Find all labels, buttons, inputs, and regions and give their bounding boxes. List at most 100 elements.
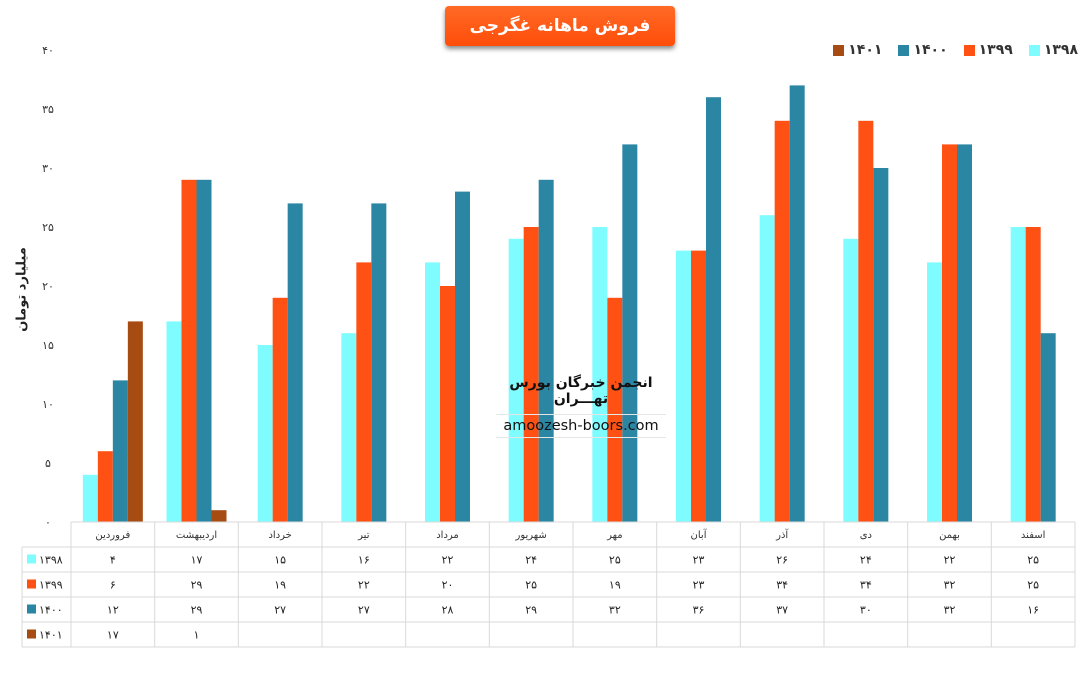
data-label: ۲۹ <box>191 579 203 592</box>
bar-۱۳۹۹-3 <box>356 262 372 522</box>
data-label: ۲۲ <box>358 579 370 592</box>
category-label: فروردین <box>95 530 130 541</box>
y-tick-label: ۱۵ <box>42 339 54 352</box>
bar-۱۳۹۹-6 <box>607 297 623 522</box>
bar-۱۴۰۰-4 <box>455 191 470 522</box>
category-label: دی <box>860 530 872 541</box>
data-label: ۱۷ <box>107 629 119 642</box>
data-label: ۲۴ <box>525 554 537 567</box>
bar-۱۳۹۸-6 <box>592 227 608 522</box>
bar-۱۳۹۸-1 <box>166 321 182 522</box>
legend-swatch-1400 <box>898 44 910 56</box>
legend-swatch-1399 <box>963 44 975 56</box>
data-label: ۲۷ <box>274 604 286 617</box>
data-label: ۲۵ <box>525 579 537 592</box>
data-label: ۱۶ <box>358 554 370 567</box>
data-label: ۱۲ <box>107 604 119 617</box>
data-label: ۱ <box>194 629 200 642</box>
table-row-label: ۱۴۰۰ <box>39 604 63 617</box>
bar-۱۳۹۹-10 <box>942 144 957 522</box>
y-tick-label: ۲۵ <box>42 221 54 234</box>
bar-۱۴۰۰-5 <box>538 179 554 523</box>
y-tick-label: ۱۰ <box>42 398 54 411</box>
bar-۱۳۹۸-4 <box>425 262 440 522</box>
bar-۱۳۹۸-11 <box>1010 227 1026 522</box>
bar-۱۳۹۹-2 <box>272 297 288 522</box>
category-label: مهر <box>606 530 622 541</box>
data-label: ۲۳ <box>693 554 705 567</box>
category-label: آذر <box>775 528 789 541</box>
data-label: ۲۰ <box>442 579 454 592</box>
table-swatch-۱۴۰۰ <box>27 604 36 614</box>
legend-item-1401: ۱۴۰۱ <box>833 42 882 58</box>
bar-۱۳۹۸-5 <box>508 238 524 523</box>
bar-۱۴۰۰-8 <box>789 85 805 523</box>
bar-۱۳۹۸-10 <box>927 262 942 522</box>
data-label: ۱۹ <box>274 579 286 592</box>
bar-۱۳۹۹-8 <box>774 120 790 523</box>
table-swatch-۱۳۹۸ <box>27 554 36 564</box>
bar-۱۳۹۹-7 <box>691 250 706 522</box>
category-label: شهریور <box>515 530 547 541</box>
bar-۱۳۹۹-4 <box>440 286 455 522</box>
bar-۱۳۹۸-2 <box>257 345 273 522</box>
y-tick-label: ۳۵ <box>42 103 54 116</box>
y-tick-label: ۰ <box>45 516 51 529</box>
bar-۱۴۰۰-10 <box>957 144 972 522</box>
table-row-label: ۱۴۰۱ <box>39 629 63 642</box>
data-label: ۴ <box>110 554 116 567</box>
data-label: ۳۴ <box>860 579 872 592</box>
data-label: ۱۷ <box>191 554 203 567</box>
chart-title-box: فروش ماهانه غگرجی <box>445 6 675 46</box>
watermark-title: انجمن خبرگان بورس تهـــران <box>509 375 653 407</box>
category-label: اسفند <box>1021 530 1045 541</box>
bar-۱۳۹۸-8 <box>759 215 775 522</box>
legend: ۱۳۹۸ ۱۳۹۹ ۱۴۰۰ ۱۴۰۱ <box>833 42 1078 58</box>
y-tick-label: ۲۰ <box>42 280 54 293</box>
data-label: ۱۵ <box>274 554 286 567</box>
y-tick-label: ۳۰ <box>42 162 54 175</box>
data-label: ۲۴ <box>860 554 872 567</box>
category-label: آبان <box>691 528 708 541</box>
data-label: ۶ <box>110 579 116 592</box>
legend-label-1401: ۱۴۰۱ <box>848 42 883 58</box>
table-swatch-۱۴۰۱ <box>27 629 36 639</box>
bar-۱۴۰۱-1 <box>211 510 227 522</box>
bar-۱۴۰۰-6 <box>622 144 638 522</box>
data-label: ۲۷ <box>358 604 370 617</box>
data-label: ۲۳ <box>693 579 705 592</box>
bar-۱۴۰۰-0 <box>112 380 128 522</box>
category-label: خرداد <box>268 530 291 541</box>
bar-۱۳۹۹-0 <box>97 451 113 522</box>
category-label: تیر <box>357 530 370 541</box>
legend-swatch-1401 <box>833 44 845 56</box>
data-label: ۳۲ <box>944 579 956 592</box>
data-label: ۳۷ <box>776 604 788 617</box>
bar-۱۳۹۹-11 <box>1025 227 1041 522</box>
data-label: ۲۲ <box>944 554 956 567</box>
bar-۱۴۰۰-7 <box>706 97 721 522</box>
table-swatch-۱۳۹۹ <box>27 579 36 589</box>
legend-label-1400: ۱۴۰۰ <box>913 42 948 58</box>
bar-۱۴۰۰-1 <box>196 179 212 523</box>
legend-swatch-1398 <box>1028 44 1040 56</box>
data-label: ۳۲ <box>609 604 621 617</box>
category-label: بهمن <box>939 530 960 541</box>
watermark: انجمن خبرگان بورس تهـــران amoozesh-boor… <box>496 375 666 438</box>
bar-۱۴۰۰-11 <box>1040 333 1056 522</box>
data-label: ۲۵ <box>609 554 621 567</box>
bar-۱۳۹۸-3 <box>341 333 357 522</box>
data-label: ۳۶ <box>693 604 705 617</box>
legend-item-1399: ۱۳۹۹ <box>963 42 1013 58</box>
bar-۱۳۹۸-7 <box>676 250 691 522</box>
data-label: ۳۲ <box>944 604 956 617</box>
y-tick-label: ۵ <box>45 457 51 470</box>
legend-item-1400: ۱۴۰۰ <box>898 42 948 58</box>
bar-۱۴۰۱-0 <box>127 321 143 522</box>
category-label: مرداد <box>436 530 459 541</box>
data-label: ۲۶ <box>776 554 788 567</box>
data-label: ۲۹ <box>191 604 203 617</box>
data-label: ۲۵ <box>1027 554 1039 567</box>
data-label: ۲۸ <box>442 604 454 617</box>
